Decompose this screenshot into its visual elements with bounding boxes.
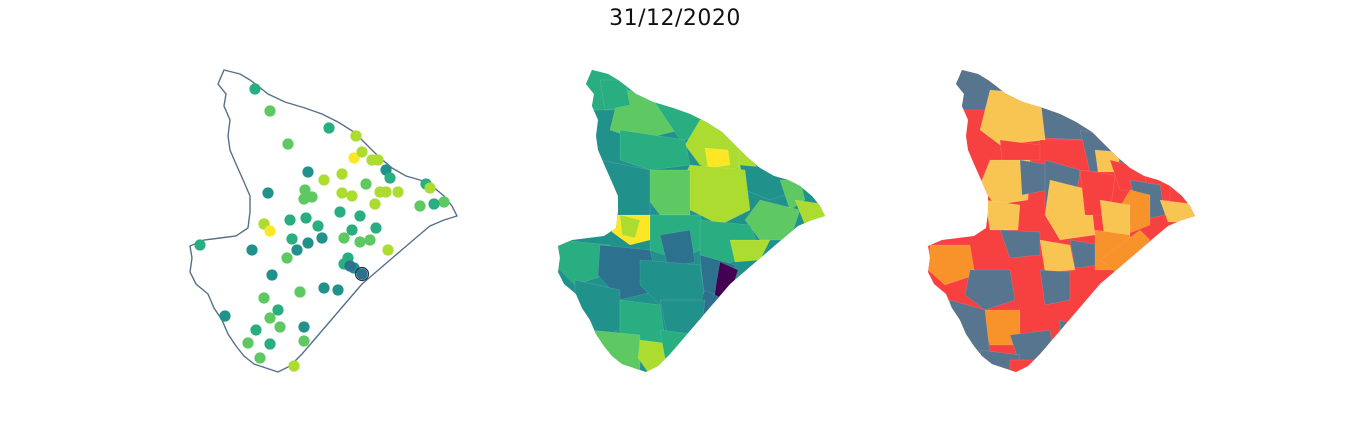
points-layer (194, 83, 450, 372)
municipality-polygon (1039, 239, 1076, 273)
station-point (428, 198, 440, 210)
municipality-polygon (599, 79, 631, 111)
station-point (318, 174, 330, 186)
station-point (356, 146, 368, 158)
municipality-polygons (558, 70, 825, 372)
station-point (370, 222, 382, 234)
station-point (299, 184, 311, 196)
figure-title: 31/12/2020 (609, 6, 741, 31)
municipality-polygon (744, 199, 801, 241)
station-point (264, 225, 276, 237)
station-point (334, 206, 346, 218)
municipality-polygon (599, 159, 651, 221)
station-point (219, 310, 231, 322)
station-point (302, 237, 314, 249)
municipality-polygon (589, 329, 641, 372)
station-point (336, 168, 348, 180)
station-point (354, 236, 366, 248)
station-point (350, 130, 362, 142)
station-point (249, 83, 261, 95)
station-point (392, 186, 404, 198)
station-point (384, 172, 396, 184)
station-point (264, 338, 276, 350)
station-point (294, 286, 306, 298)
municipality-polygon (1099, 229, 1151, 276)
station-point (424, 182, 436, 194)
region-outline (189, 69, 458, 373)
station-point (338, 232, 350, 244)
municipality-polygon (659, 229, 696, 269)
highlighted-point-ring (354, 266, 370, 282)
municipality-polygon (704, 147, 731, 169)
choropleth-viridis-panel (558, 70, 825, 372)
station-point (380, 186, 392, 198)
station-point (258, 292, 270, 304)
station-point (254, 352, 266, 364)
municipality-polygon (984, 199, 1021, 231)
station-point (306, 191, 318, 203)
choropleth-categorical-panel (928, 70, 1195, 372)
station-point (284, 214, 296, 226)
station-point (298, 335, 310, 347)
station-point (312, 220, 324, 232)
station-point (281, 252, 293, 264)
station-point (346, 224, 358, 236)
station-point (282, 138, 294, 150)
municipality-polygon (1039, 269, 1071, 306)
municipality-polygon (659, 329, 701, 361)
station-point (246, 244, 258, 256)
station-point (264, 312, 276, 324)
station-point (369, 198, 381, 210)
station-point (372, 154, 384, 166)
station-point (438, 196, 450, 208)
station-point (332, 284, 344, 296)
station-point (318, 282, 330, 294)
station-point (274, 321, 286, 333)
municipality-polygon (729, 239, 771, 263)
station-point (316, 232, 328, 244)
municipality-polygon (1059, 319, 1091, 366)
station-point (264, 105, 276, 117)
station-point (266, 269, 278, 281)
station-point (323, 122, 335, 134)
station-point (348, 152, 360, 164)
station-point (356, 268, 368, 280)
municipality-polygon (964, 269, 1016, 311)
station-point (364, 234, 376, 246)
station-point (344, 260, 356, 272)
municipality-polygon (1009, 359, 1061, 372)
station-point (382, 244, 394, 256)
station-point (286, 233, 298, 245)
municipality-polygon (979, 89, 1051, 146)
station-point (414, 200, 426, 212)
station-point (291, 244, 303, 256)
station-point (298, 321, 310, 333)
station-point (300, 212, 312, 224)
station-point (242, 337, 254, 349)
station-point (360, 178, 372, 190)
station-point (354, 210, 366, 222)
station-point (346, 190, 358, 202)
point-map-panel (189, 69, 458, 373)
station-point (272, 304, 284, 316)
municipality-polygon (999, 139, 1041, 161)
station-point (250, 324, 262, 336)
municipality-polygon (619, 214, 641, 239)
municipality-polygon (619, 129, 691, 171)
station-point (288, 360, 300, 372)
station-point (336, 187, 348, 199)
station-point (302, 166, 314, 178)
station-point (194, 239, 206, 251)
station-point (262, 187, 274, 199)
municipality-polygon (999, 229, 1041, 259)
